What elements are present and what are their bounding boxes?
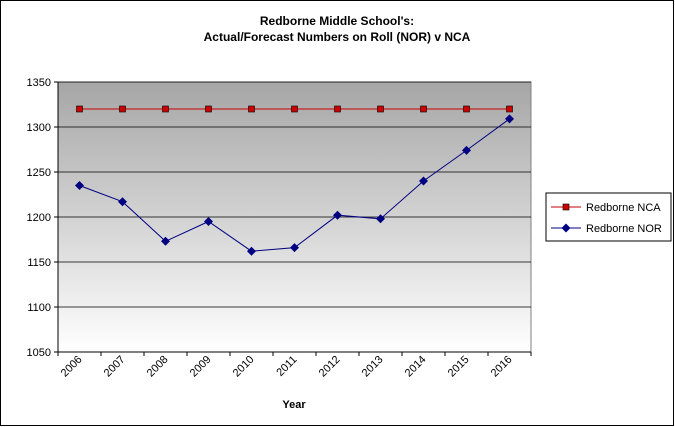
data-point-0-2014 bbox=[420, 105, 427, 113]
y-tick-label-1100: 1100 bbox=[27, 302, 51, 314]
y-tick-label-1050: 1050 bbox=[27, 347, 51, 359]
y-axis-ticks: 1050 1100 1150 1200 1250 1300 1350 bbox=[27, 77, 59, 359]
data-point-0-2009 bbox=[205, 105, 212, 113]
data-point-0-2013 bbox=[377, 105, 384, 113]
data-point-1-2010 bbox=[247, 246, 256, 256]
legend: Redborne NCA Redborne NOR bbox=[545, 192, 672, 242]
legend-entry-0: Redborne NCA bbox=[551, 202, 661, 214]
data-point-0-2007 bbox=[119, 105, 126, 113]
data-point-1-2009 bbox=[204, 217, 213, 226]
x-axis-title: Year bbox=[282, 399, 306, 411]
series-layer bbox=[75, 105, 514, 256]
data-point-0-2010 bbox=[248, 105, 255, 113]
legend-entry-1: Redborne NOR bbox=[551, 223, 662, 235]
data-point-1-2016 bbox=[505, 114, 514, 124]
data-point-1-2007 bbox=[118, 197, 127, 207]
y-tick-label-1350: 1350 bbox=[27, 77, 51, 89]
data-point-1-2012 bbox=[333, 210, 342, 220]
data-point-0-2016 bbox=[506, 105, 513, 113]
legend-marker-0 bbox=[562, 203, 570, 211]
y-tick-label-1250: 1250 bbox=[27, 167, 51, 179]
data-point-1-2013 bbox=[376, 214, 385, 224]
chart-title-line2: Actual/Forecast Numbers on Roll (NOR) v … bbox=[204, 30, 471, 44]
data-point-1-2014 bbox=[419, 176, 428, 186]
y-tick-label-1300: 1300 bbox=[27, 122, 51, 134]
legend-label-0: Redborne NCA bbox=[586, 202, 661, 214]
y-tick-label-1150: 1150 bbox=[27, 257, 51, 269]
data-point-1-2006 bbox=[75, 181, 84, 190]
data-point-0-2012 bbox=[334, 105, 341, 113]
data-point-0-2015 bbox=[463, 105, 470, 113]
legend-box bbox=[545, 192, 672, 242]
data-point-0-2011 bbox=[291, 105, 298, 113]
chart-title-line1: Redborne Middle School's: bbox=[260, 14, 414, 28]
gridlines bbox=[58, 81, 531, 353]
legend-marker-1 bbox=[561, 223, 571, 233]
series-redborne-nor bbox=[75, 114, 514, 256]
data-point-0-2006 bbox=[76, 105, 83, 113]
data-point-1-2008 bbox=[161, 236, 170, 246]
data-point-1-2011 bbox=[290, 243, 299, 253]
series-redborne-nca bbox=[76, 105, 513, 113]
data-point-1-2015 bbox=[462, 145, 471, 155]
data-point-0-2008 bbox=[162, 105, 169, 113]
y-tick-label-1200: 1200 bbox=[27, 212, 51, 224]
legend-label-1: Redborne NOR bbox=[586, 223, 662, 235]
